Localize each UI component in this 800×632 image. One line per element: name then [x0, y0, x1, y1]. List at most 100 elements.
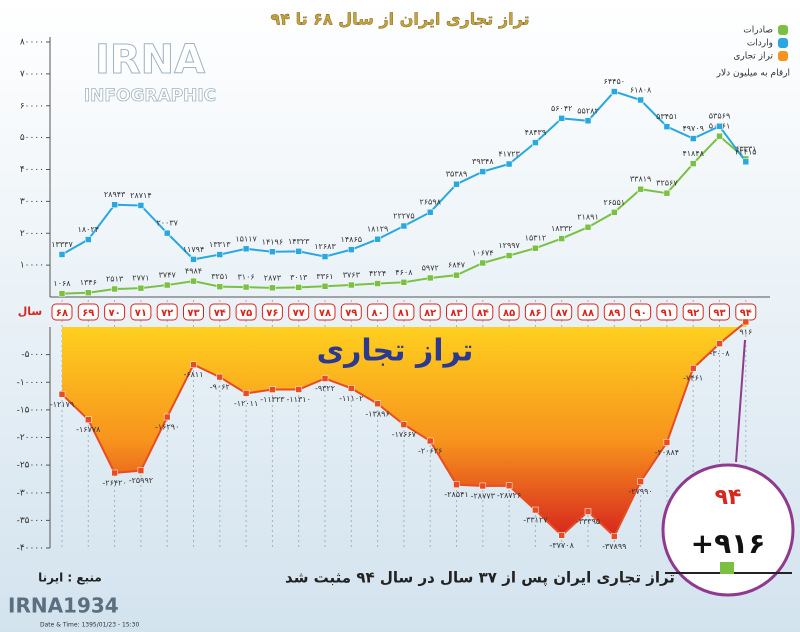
category-box — [156, 303, 178, 321]
data-point — [348, 246, 355, 253]
data-point — [611, 88, 618, 95]
data-point — [295, 284, 302, 291]
data-label: ۵۹۷۲ — [422, 263, 439, 272]
data-label: ۱۴۳۲۳ — [288, 237, 310, 246]
data-point — [374, 280, 381, 287]
data-point — [532, 244, 539, 252]
data-point — [584, 508, 592, 515]
x-tick-label: ۹۳ — [713, 308, 725, 319]
data-label: -۱۶۷۷۸ — [76, 425, 101, 434]
category-box — [551, 303, 573, 321]
data-point — [689, 160, 697, 167]
data-label: -۹۰۶۲ — [210, 383, 230, 392]
data-label: ۶۱۸۰۸ — [630, 85, 652, 94]
legend-label: واردات — [747, 39, 773, 49]
data-label: ۴۱۸۴۸ — [682, 149, 704, 158]
x-tick-label: ۹۰ — [634, 308, 646, 319]
data-point — [453, 271, 460, 279]
y-tick-label: ۱۰۰۰۰ — [20, 261, 44, 271]
data-point — [558, 532, 565, 539]
callout-value: +۹۱۶ — [691, 527, 766, 560]
data-label: ۲۵۱۳ — [106, 274, 124, 283]
legend-label: تراز تجاری — [733, 52, 773, 62]
data-label: -۱۲۰۱۱ — [234, 399, 258, 408]
data-label: ۹۱۶ — [739, 327, 752, 336]
category-box — [314, 303, 336, 321]
data-point — [584, 117, 592, 125]
data-label: ۱۵۳۱۲ — [525, 234, 546, 243]
data-point — [400, 421, 408, 428]
y-tick-label: ۷۰۰۰۰ — [20, 69, 44, 79]
data-label: ۴۳۳۳۱ — [735, 144, 756, 153]
data-point — [216, 251, 224, 258]
category-box — [603, 303, 625, 321]
data-point — [137, 202, 145, 209]
data-label: ۴۱۷۲۳ — [498, 150, 520, 159]
x-tick-label: ۷۵ — [240, 308, 252, 319]
data-point — [321, 253, 329, 260]
callout-arrow — [735, 339, 746, 463]
data-point — [216, 283, 224, 290]
data-point — [637, 185, 644, 193]
data-label: ۳۳۸۱۹ — [630, 175, 651, 184]
data-point — [558, 115, 565, 122]
data-point — [505, 252, 513, 259]
x-tick-label: ۶۸ — [56, 308, 68, 319]
legend-swatch — [778, 38, 788, 48]
category-box — [77, 303, 99, 321]
x-tick-label: ۷۹ — [345, 308, 357, 319]
x-tick-label: ۸۷ — [556, 308, 568, 319]
data-label: ۲۰۰۳۷ — [156, 219, 178, 228]
x-tick-label: ۷۷ — [293, 308, 305, 319]
x-tick-label: ۹۱ — [661, 308, 673, 319]
category-box — [419, 303, 441, 321]
data-label: -۳۷۸۹۹ — [602, 542, 626, 551]
x-tick-label: ۸۵ — [503, 308, 515, 319]
x-tick-label: ۹۲ — [687, 308, 699, 319]
data-point — [242, 245, 250, 253]
data-label: ۵۵۲۸۲ — [577, 106, 598, 115]
data-point — [532, 506, 539, 514]
data-label: ۵۳۴۵۱ — [656, 112, 677, 121]
data-label: ۱۳۴۶ — [80, 278, 97, 287]
callout-category: ۹۴ — [715, 485, 742, 510]
unit-note: ارقام به میلیون دلار — [716, 69, 790, 79]
data-label: -۱۳۸۹۶ — [365, 409, 389, 418]
y-tick-label: ۴۰۰۰۰ — [20, 165, 44, 175]
logo: IRNA — [95, 37, 205, 83]
data-label: -۱۷۶۶۷ — [392, 430, 417, 439]
x-tick-label: ۶۹ — [82, 308, 94, 319]
data-point — [611, 209, 618, 216]
data-point — [111, 201, 118, 208]
legend-swatch — [778, 51, 788, 61]
data-label: ۱۰۶۷۴ — [472, 248, 493, 257]
data-label: ۱۳۳۱۳ — [209, 240, 231, 249]
data-point — [85, 236, 92, 243]
data-label: ۲۲۲۷۵ — [393, 211, 414, 220]
data-label: ۳۱۰۶ — [238, 273, 255, 282]
data-point — [295, 386, 302, 393]
y-tick-label: ۵۰۰۰۰ — [20, 133, 44, 143]
legend-swatch — [778, 25, 788, 35]
data-label: ۳۳۶۱ — [316, 272, 333, 281]
x-tick-label: ۷۸ — [319, 308, 331, 319]
x-tick-label: ۸۸ — [582, 308, 594, 319]
timestamp: Date & Time: 1395/01/23 - 15:30 — [40, 622, 139, 629]
data-label: ۲۶۵۹۸ — [419, 198, 441, 207]
data-label: -۲۷۹۹۰ — [628, 487, 652, 496]
data-label: ۲۱۸۹۱ — [577, 213, 598, 222]
data-point — [689, 364, 697, 372]
data-label: ۱۰۶۸ — [53, 279, 71, 288]
y-tick-label: ۶۰۰۰۰ — [20, 101, 44, 111]
category-box — [446, 303, 467, 321]
data-label: -۷۴۶۱ — [683, 374, 703, 383]
category-box — [235, 303, 257, 321]
data-point — [137, 284, 145, 292]
data-point — [374, 400, 381, 408]
data-point — [163, 413, 171, 421]
data-point — [742, 158, 750, 166]
category-box — [104, 303, 126, 321]
category-box — [577, 303, 599, 321]
category-box — [340, 303, 362, 321]
